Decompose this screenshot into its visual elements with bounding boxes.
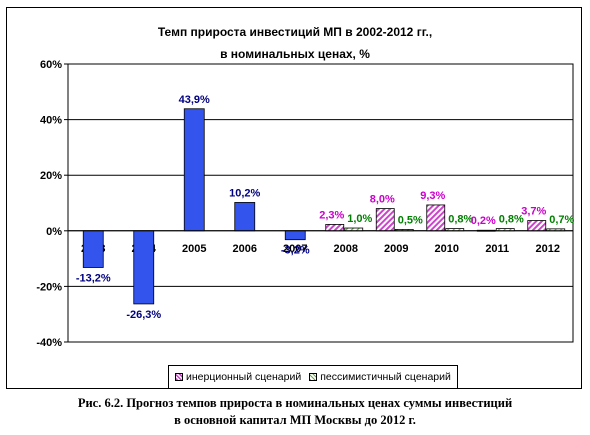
- x-tick-label: 2007: [283, 243, 307, 255]
- data-label-actual: -3,2%: [281, 245, 310, 257]
- x-tick-label: 2010: [435, 243, 459, 255]
- legend-swatch-pessimistic: [309, 373, 318, 381]
- chart-frame: Темп прироста инвестиций МП в 2002-2012 …: [6, 7, 582, 389]
- x-tick-label: 2008: [334, 243, 358, 255]
- x-tick-label: 2012: [536, 243, 560, 255]
- bar-actual: [82, 230, 104, 268]
- y-tick-label: 20%: [40, 170, 62, 182]
- x-tick-label: 2005: [182, 243, 206, 255]
- data-label-inertial: 2,3%: [319, 209, 344, 221]
- x-tick-label: 2011: [485, 243, 509, 255]
- figure-caption-line-2: в основной капитал МП Москвы до 2012 г.: [174, 413, 416, 427]
- bar-actual: [133, 230, 155, 305]
- data-label-inertial: 9,3%: [420, 190, 445, 202]
- legend-swatch-inertial: [175, 373, 183, 381]
- data-label-actual: -26,3%: [126, 309, 161, 321]
- chart-legend: инерционный сценарий пессимистичный сцен…: [168, 365, 458, 389]
- bar-inertial: [426, 204, 446, 232]
- data-label-actual: 10,2%: [229, 187, 260, 199]
- y-tick-label: -40%: [36, 337, 62, 349]
- legend-item-pessimistic: пессимистичный сценарий: [309, 371, 451, 383]
- bar-inertial: [375, 208, 395, 232]
- data-label-pessimistic: 1,0%: [347, 213, 372, 225]
- bar-inertial: [527, 220, 547, 232]
- data-label-pessimistic: 0,5%: [398, 214, 423, 226]
- y-tick-label: 60%: [40, 59, 62, 71]
- x-tick-label: 2006: [233, 243, 257, 255]
- bar-actual: [284, 230, 306, 241]
- data-label-inertial: 3,7%: [521, 206, 546, 218]
- figure-caption-line-1: Рис. 6.2. Прогноз темпов прироста в номи…: [77, 396, 513, 410]
- bar-actual: [234, 202, 256, 232]
- chart-title-line-1: Темп прироста инвестиций МП в 2002-2012 …: [157, 25, 433, 39]
- legend-label-inertial: инерционный сценарий: [186, 371, 302, 383]
- data-label-actual: -13,2%: [76, 272, 111, 284]
- bar-inertial: [325, 224, 345, 232]
- legend-label-pessimistic: пессимистичный сценарий: [320, 371, 451, 383]
- y-tick-label: 40%: [40, 115, 62, 127]
- chart-title-line-2: в номинальных ценах, %: [220, 47, 370, 61]
- legend-item-inertial: инерционный сценарий: [175, 371, 301, 383]
- bar-actual: [183, 108, 205, 232]
- y-tick-label: -20%: [36, 281, 62, 293]
- data-label-pessimistic: 0,8%: [499, 214, 524, 226]
- data-label-pessimistic: 0,7%: [549, 214, 574, 226]
- data-label-pessimistic: 0,8%: [448, 214, 473, 226]
- y-tick-label: 0%: [46, 226, 62, 238]
- data-label-actual: 43,9%: [179, 94, 210, 106]
- chart-plot: 60%40%20%0%-20%-40%2003-13,2%2004-26,3%2…: [36, 59, 574, 349]
- x-tick-label: 2009: [384, 243, 408, 255]
- data-label-inertial: 0,2%: [471, 215, 496, 227]
- data-label-inertial: 8,0%: [370, 194, 395, 206]
